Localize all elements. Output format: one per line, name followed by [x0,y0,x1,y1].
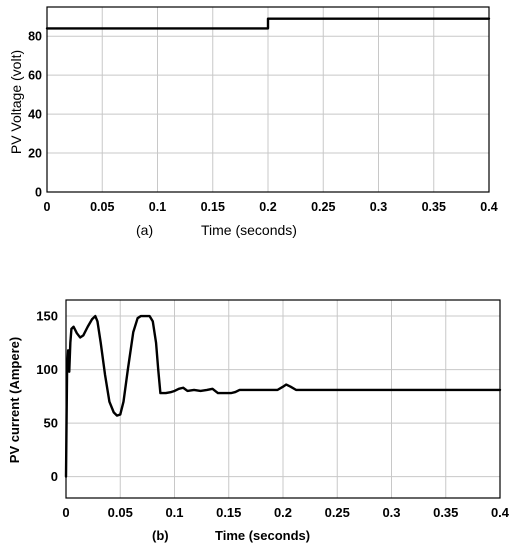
voltage-x-tick-label: 0 [44,200,51,214]
voltage-x-tick-label: 0.05 [90,200,114,214]
current-x-tick-labels: 0 0.05 0.1 0.15 0.2 0.25 0.3 0.35 0.4 [62,505,509,520]
current-x-tick-label: 0.35 [433,505,458,520]
current-y-tick-label: 100 [36,362,58,377]
current-x-tick-label: 0.15 [216,505,241,520]
voltage-series-line [45,17,491,30]
current-panel-label: (b) [152,528,169,543]
voltage-gridlines [46,7,490,193]
current-gridlines [65,300,501,498]
voltage-y-tick-label: 40 [28,108,42,122]
voltage-x-tick-labels: 0 0.05 0.1 0.15 0.2 0.25 0.3 0.35 0.4 [44,200,498,214]
voltage-panel-label: (a) [136,222,153,238]
current-y-tick-labels: 0 50 100 150 [36,309,58,485]
voltage-y-axis-label: PV Voltage (volt) [8,50,24,154]
voltage-y-tick-labels: 0 20 40 60 80 [28,30,42,200]
voltage-y-tick-label: 20 [28,147,42,161]
voltage-x-tick-label: 0.2 [259,200,276,214]
voltage-x-tick-label: 0.4 [480,200,497,214]
current-y-tick-label: 0 [51,469,58,484]
current-x-axis-label: Time (seconds) [215,528,310,543]
voltage-x-axis-label: Time (seconds) [201,222,297,238]
voltage-chart: 0 0.05 0.1 0.15 0.2 0.25 0.3 0.35 0.4 020406080 … [8,6,498,238]
current-x-tick-label: 0.25 [325,505,350,520]
current-y-axis-label: PV current (Ampere) [7,337,22,463]
current-x-tick-label: 0.2 [274,505,292,520]
voltage-plot-frame [46,6,490,193]
voltage-y-tick-label: 80 [28,30,42,44]
voltage-x-tick-label: 0.15 [201,200,225,214]
current-y-tick-label: 50 [44,416,58,431]
current-chart: 0 0.05 0.1 0.15 0.2 0.25 0.3 0.35 0.4 050100150 … [7,299,510,543]
voltage-x-tick-label: 0.3 [370,200,387,214]
current-series-line [64,314,502,478]
current-x-tick-label: 0 [62,505,69,520]
current-x-tick-label: 0.4 [491,505,510,520]
voltage-y-tick-label: 60 [28,69,42,83]
voltage-x-tick-label: 0.1 [149,200,166,214]
voltage-y-tick-label: 0 [35,186,42,200]
current-y-tick-label: 150 [36,309,58,324]
current-x-tick-label: 0.05 [108,505,133,520]
voltage-x-tick-label: 0.35 [422,200,446,214]
voltage-x-tick-label: 0.25 [311,200,335,214]
current-x-tick-label: 0.1 [165,505,183,520]
current-x-tick-label: 0.3 [382,505,400,520]
